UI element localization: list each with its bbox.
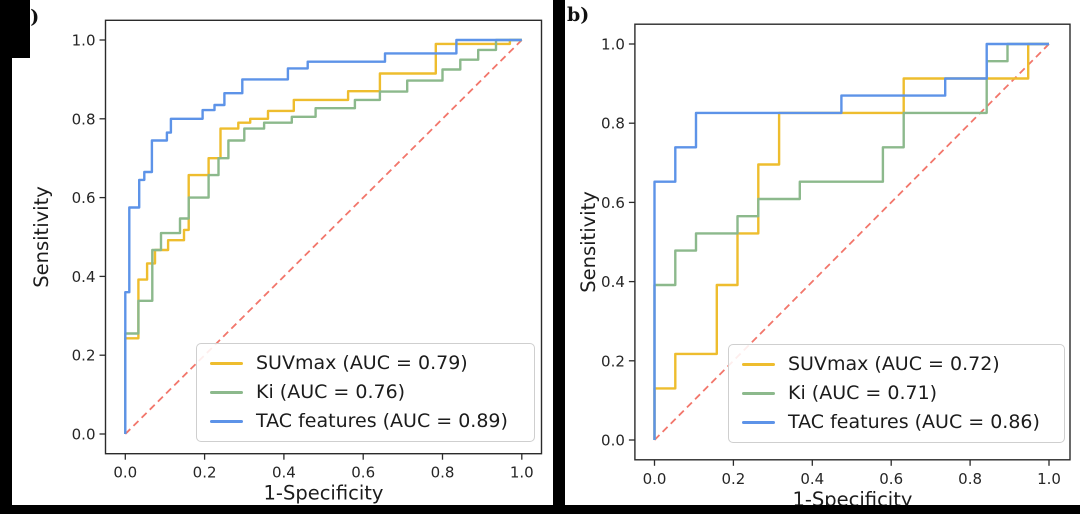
legend-b: SUVmax (AUC = 0.72) Ki (AUC = 0.71) TAC … xyxy=(728,344,1065,443)
legend-label-suvmax: SUVmax (AUC = 0.72) xyxy=(788,353,1000,375)
legend-item-tac: TAC features (AUC = 0.89) xyxy=(210,407,521,436)
legend-label-suvmax: SUVmax (AUC = 0.79) xyxy=(256,352,468,374)
y-tick-label: 0.6 xyxy=(72,189,96,207)
legend-item-tac: TAC features (AUC = 0.86) xyxy=(742,408,1051,437)
roc-plot-b: 0.0 0.2 0.4 0.6 0.8 1.0 0.0 0.2 0.4 0.6 0.8 1.0 1-Sp… xyxy=(577,23,1071,505)
x-tick-label: 1.0 xyxy=(1037,470,1061,488)
x-tick-label: 0.2 xyxy=(193,464,217,482)
legend-line-swatch-ki xyxy=(742,391,775,396)
panel-label-a-background xyxy=(30,8,49,34)
legend-label-ki: Ki (AUC = 0.76) xyxy=(256,381,406,403)
legend-item-ki: Ki (AUC = 0.76) xyxy=(210,378,521,407)
legend-line-swatch-tac xyxy=(742,420,775,425)
legend-item-suvmax: SUVmax (AUC = 0.79) xyxy=(210,349,521,378)
x-tick-label: 0.6 xyxy=(879,470,903,488)
y-tick-label: 0.4 xyxy=(72,268,96,286)
legend-line-swatch-ki xyxy=(210,390,243,395)
y-tick-label: 1.0 xyxy=(601,36,625,54)
y-tick-label: 0.0 xyxy=(601,432,625,450)
legend-a: SUVmax (AUC = 0.79) Ki (AUC = 0.76) TAC … xyxy=(196,343,535,442)
legend-line-swatch-tac xyxy=(210,419,243,424)
x-axis-label: 1-Specificity xyxy=(792,488,912,505)
roc-plot-a: 0.0 0.2 0.4 0.6 0.8 1.0 0.0 0.2 0.4 0.6 0.8 1.0 1-Sp… xyxy=(30,19,543,505)
roc-curve-tac-features xyxy=(653,42,1049,440)
y-tick-label: 1.0 xyxy=(72,32,96,50)
roc-panel-b: 0.0 0.2 0.4 0.6 0.8 1.0 0.0 0.2 0.4 0.6 0.8 1.0 1-Sp… xyxy=(565,0,1080,505)
legend-label-tac: TAC features (AUC = 0.86) xyxy=(788,411,1040,433)
x-tick-label: 0.0 xyxy=(643,470,667,488)
x-tick-label: 0.0 xyxy=(113,464,137,482)
y-tick-label: 0.6 xyxy=(601,194,625,212)
axes-frame xyxy=(104,19,543,455)
x-tick-label: 0.6 xyxy=(351,464,375,482)
roc-curve-ki xyxy=(124,38,522,434)
legend-item-ki: Ki (AUC = 0.71) xyxy=(742,379,1051,408)
y-axis-label: Sensitivity xyxy=(30,186,53,288)
x-tick-label: 1.0 xyxy=(510,464,534,482)
y-tick-label: 0.4 xyxy=(601,273,625,291)
x-tick-label: 0.2 xyxy=(721,470,745,488)
x-tick-label: 0.4 xyxy=(800,470,824,488)
legend-item-suvmax: SUVmax (AUC = 0.72) xyxy=(742,350,1051,379)
y-tick-label: 0.2 xyxy=(601,352,625,370)
chance-diagonal-line xyxy=(653,43,1050,441)
legend-label-tac: TAC features (AUC = 0.89) xyxy=(256,410,508,432)
roc-panel-a: 0.0 0.2 0.4 0.6 0.8 1.0 0.0 0.2 0.4 0.6 0.8 1.0 1-Sp… xyxy=(12,0,553,505)
x-axis-label: 1-Specificity xyxy=(264,482,384,505)
panel-label-b: b) xyxy=(567,4,590,26)
axes-frame xyxy=(634,23,1071,461)
y-axis-label: Sensitivity xyxy=(577,191,600,293)
roc-curve-tac-features xyxy=(124,38,522,434)
chance-diagonal-line xyxy=(124,39,523,435)
y-tick-label: 0.8 xyxy=(601,115,625,133)
legend-line-swatch-suvmax xyxy=(742,362,775,367)
x-tick-label: 0.4 xyxy=(272,464,296,482)
x-tick-label: 0.8 xyxy=(431,464,455,482)
x-tick-label: 0.8 xyxy=(958,470,982,488)
y-tick-label: 0.0 xyxy=(72,426,96,444)
legend-line-swatch-suvmax xyxy=(210,361,243,366)
y-tick-label: 0.2 xyxy=(72,347,96,365)
y-tick-label: 0.8 xyxy=(72,110,96,128)
legend-label-ki: Ki (AUC = 0.71) xyxy=(788,382,938,404)
photo-black-corner xyxy=(0,0,30,58)
